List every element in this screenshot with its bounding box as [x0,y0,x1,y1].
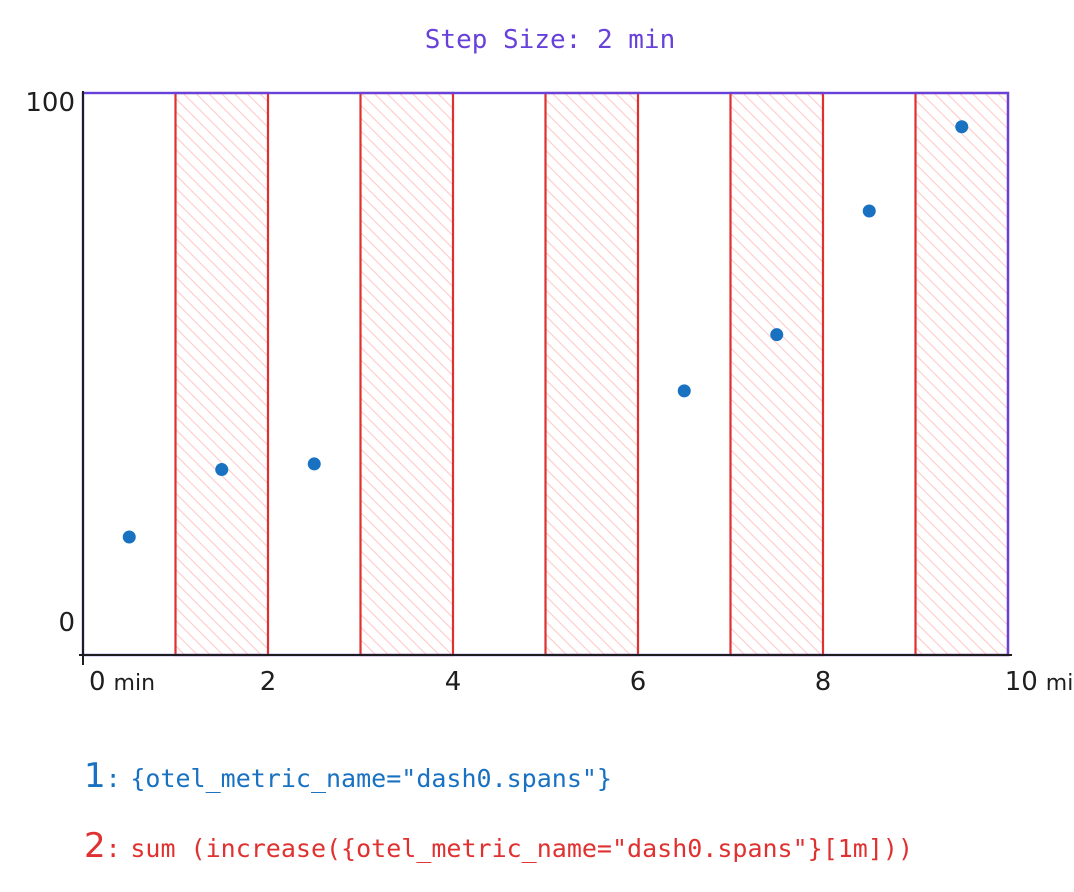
data-point-7 [955,120,969,134]
x-tick-label-10: 10min [1005,667,1074,697]
data-point-3 [307,457,321,471]
chart-title: Step Size: 2 min [425,25,675,55]
legend-number-2: 2 [84,826,106,866]
data-point-2 [215,463,229,477]
data-point-1 [122,530,136,544]
data-points [122,120,969,544]
y-tick-label-0: 0 [58,608,75,638]
x-tick-label-6: 6 [630,667,647,697]
step-window-3 [544,91,640,657]
data-point-5 [770,328,784,342]
x-tick-label-2: 2 [260,667,277,697]
legend-query-1: {otel_metric_name="dash0.spans"} [130,764,612,793]
x-tick-label-0: 0 min [89,667,155,697]
step-window-5 [914,91,1010,657]
legend-item-2: 2: sum (increase({otel_metric_name="dash… [84,826,913,866]
legend-number-1: 1 [84,756,106,796]
legend-item-1: 1: {otel_metric_name="dash0.spans"} [84,756,612,796]
data-point-6 [862,204,876,218]
axes [79,91,1012,665]
step-window-4 [729,91,825,657]
y-tick-label-100: 100 [25,88,75,118]
legend-query-2: sum (increase({otel_metric_name="dash0.s… [130,834,914,863]
x-tick-label-8: 8 [815,667,832,697]
step-window-1 [174,91,270,657]
legend-separator-1: : [105,764,121,793]
step-window-2 [359,91,455,657]
data-point-4 [677,384,691,398]
legend-separator-2: : [105,834,121,863]
step-windows [174,91,1010,657]
x-tick-label-4: 4 [445,667,462,697]
